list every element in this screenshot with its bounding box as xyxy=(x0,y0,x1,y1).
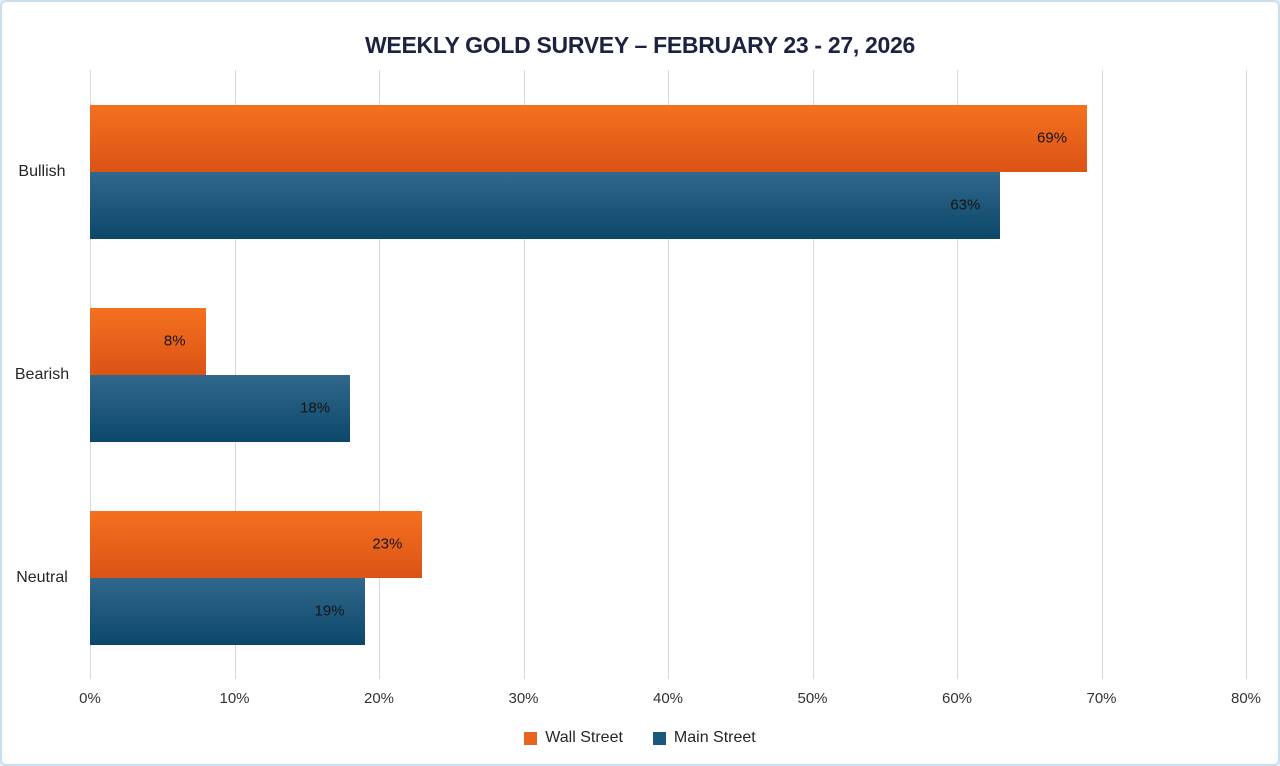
legend-item-main-street: Main Street xyxy=(652,729,756,747)
gridline-70 xyxy=(1101,70,1103,679)
value-label-main-street-neutral: 19% xyxy=(314,602,345,620)
gridline-40 xyxy=(668,70,669,679)
value-label-main-street-bearish: 18% xyxy=(300,399,331,417)
x-tick-30: 30% xyxy=(508,690,539,707)
gridline-30 xyxy=(523,70,525,679)
x-tick-40: 40% xyxy=(652,690,684,707)
bar-main-street-neutral: 19% xyxy=(90,577,365,645)
gridline-50 xyxy=(812,70,814,679)
value-label-main-street-bullish: 63% xyxy=(950,196,981,214)
value-label-wall-street-bearish: 8% xyxy=(163,332,186,350)
x-tick-20: 20% xyxy=(363,690,395,707)
value-label-wall-street-neutral: 23% xyxy=(372,535,403,553)
bar-wall-street-bullish: 69% xyxy=(90,104,1088,172)
x-tick-70: 70% xyxy=(1086,690,1117,707)
category-label-bullish: Bullish xyxy=(18,162,66,180)
legend-label-wall-street: Wall Street xyxy=(545,729,623,746)
bar-main-street-bullish: 63% xyxy=(90,171,1001,239)
chart-title: WEEKLY GOLD SURVEY – FEBRUARY 23 - 27, 2… xyxy=(365,32,915,58)
bar-wall-street-neutral: 23% xyxy=(90,510,423,578)
plot-area: 69% 63% 8% 18% 23% 19% xyxy=(90,70,1247,679)
x-tick-50: 50% xyxy=(797,690,828,707)
category-label-bearish: Bearish xyxy=(14,365,70,383)
legend-swatch-main-street xyxy=(652,731,666,745)
value-label-wall-street-bullish: 69% xyxy=(1037,129,1068,147)
x-tick-60: 60% xyxy=(941,690,973,707)
category-label-neutral: Neutral xyxy=(16,568,68,586)
x-tick-10: 10% xyxy=(219,690,250,707)
legend-item-wall-street: Wall Street xyxy=(524,729,623,747)
legend-label-main-street: Main Street xyxy=(673,729,756,746)
x-tick-80: 80% xyxy=(1230,690,1262,707)
gridline-80 xyxy=(1246,70,1247,679)
bar-wall-street-bearish: 8% xyxy=(90,307,206,375)
gridline-60 xyxy=(957,70,958,679)
gridline-20 xyxy=(379,70,380,679)
legend: Wall Street Main Street xyxy=(2,729,1278,747)
bar-main-street-bearish: 18% xyxy=(90,374,351,442)
legend-swatch-wall-street xyxy=(524,731,538,745)
x-tick-0: 0% xyxy=(79,690,101,707)
